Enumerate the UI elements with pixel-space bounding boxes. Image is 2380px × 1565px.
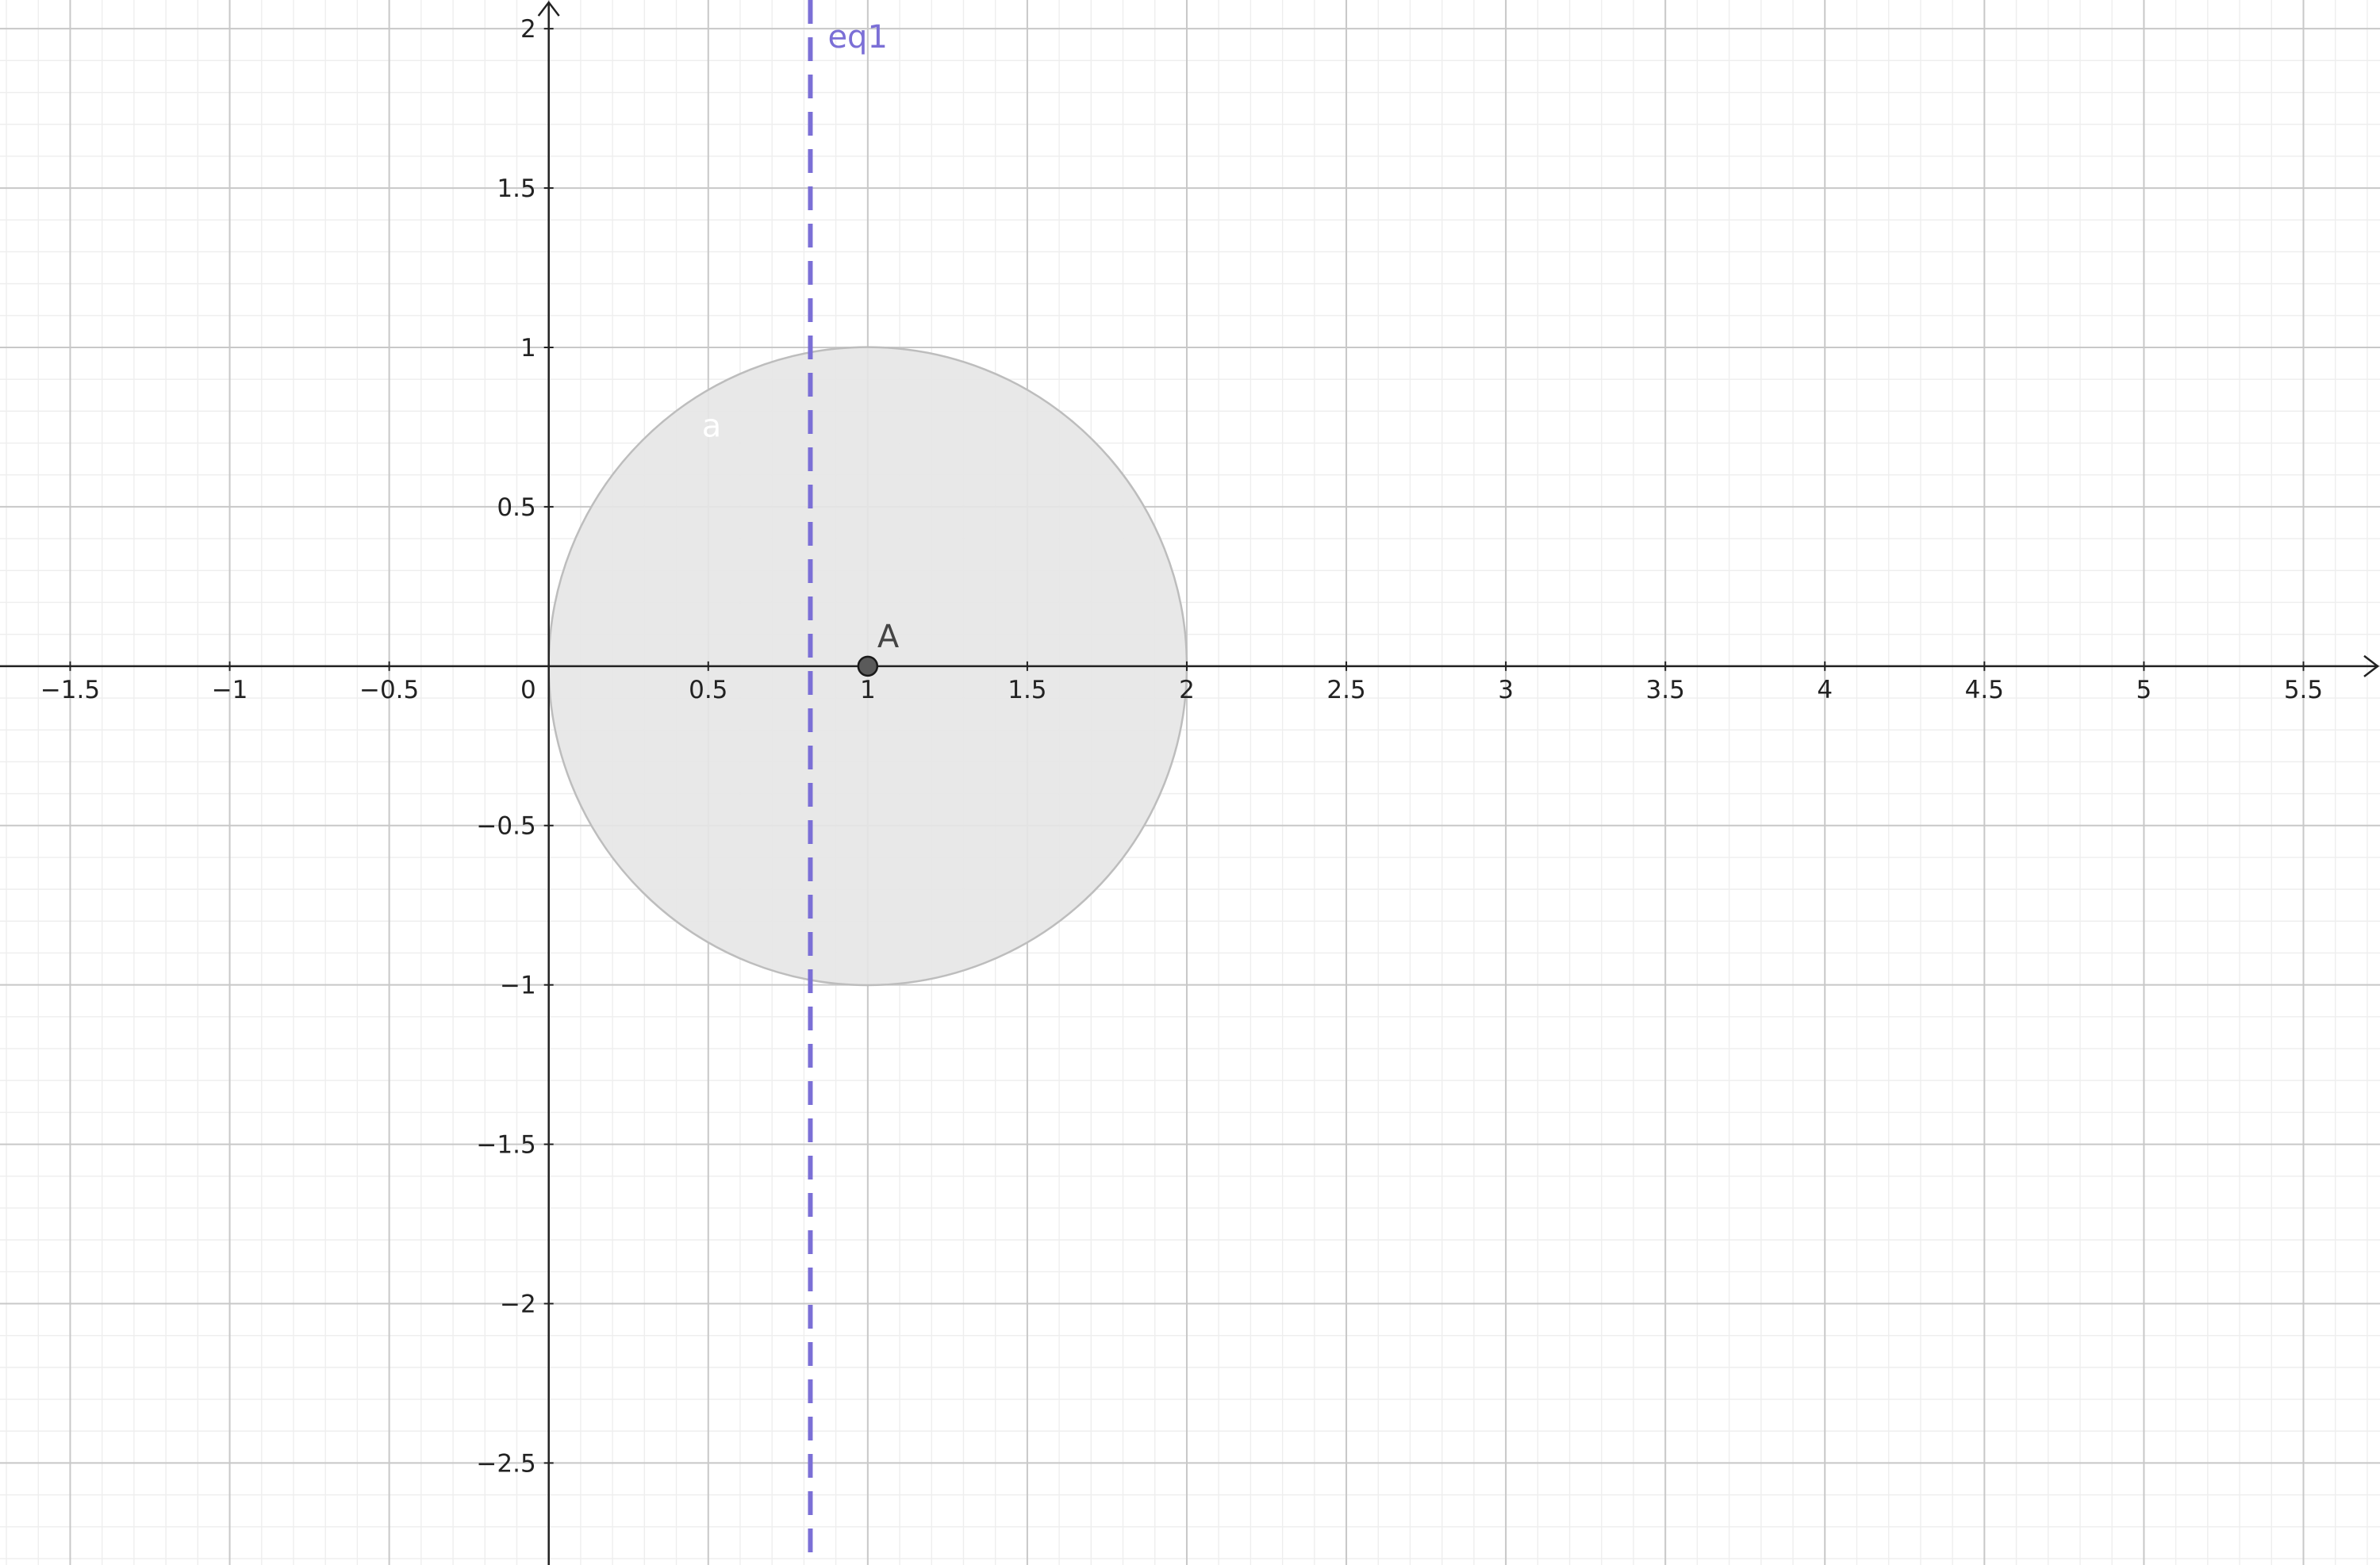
- x-tick-label: 0.5: [689, 676, 727, 704]
- y-tick-label: 2: [520, 15, 536, 44]
- x-tick-label: 1: [860, 676, 876, 704]
- x-tick-label: −1.5: [40, 676, 100, 704]
- y-tick-label: −0.5: [476, 812, 536, 841]
- y-tick-label: −2.5: [476, 1449, 536, 1478]
- x-tick-label: 1.5: [1008, 676, 1046, 704]
- x-tick-labels: −1.5 −1 −0.5 0.5 1 1.5 2 2.5 3 3.5 4 4.5 5 5.5: [40, 661, 2323, 704]
- y-tick-label: 0.5: [497, 493, 536, 522]
- y-tick-label: −2: [500, 1290, 536, 1318]
- x-tick-label: −1: [212, 676, 248, 704]
- x-tick-label: 4: [1817, 676, 1833, 704]
- circle-a-label: a: [702, 409, 722, 445]
- y-axis-arrow-icon: [537, 0, 560, 17]
- y-tick-labels: 2 1.5 1 0.5 −0.5 −1 −1.5 −2 −2.5: [476, 15, 554, 1478]
- point-a-label: A: [877, 619, 900, 655]
- y-tick-label: −1: [500, 972, 536, 1000]
- x-tick-label: 5.5: [2284, 676, 2323, 704]
- x-tick-label: 2.5: [1326, 676, 1365, 704]
- x-tick-label: 3.5: [1646, 676, 1685, 704]
- y-tick-label: 1: [520, 334, 536, 362]
- x-tick-label: 2: [1179, 676, 1195, 704]
- x-tick-label: −0.5: [359, 676, 419, 704]
- x-tick-label: 5: [2136, 676, 2152, 704]
- line-eq1-label: eq1: [827, 19, 887, 56]
- point-a[interactable]: [857, 655, 879, 677]
- y-tick-label: 1.5: [497, 175, 536, 203]
- x-tick-label: 4.5: [1965, 676, 2004, 704]
- x-tick-label: 3: [1498, 676, 1514, 704]
- y-tick-label: −1.5: [476, 1131, 536, 1160]
- origin-label: 0: [520, 676, 536, 704]
- x-axis-arrow-icon: [2363, 654, 2380, 677]
